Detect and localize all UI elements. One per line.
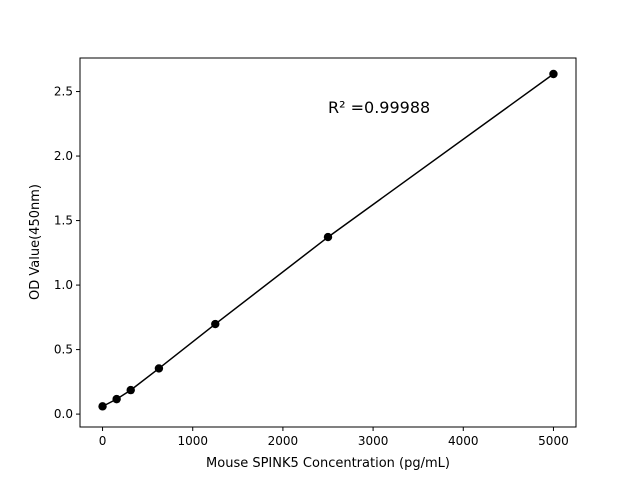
y-tick-label: 2.0 (54, 149, 73, 163)
data-point (211, 319, 220, 329)
x-ticks: 0 1000 2000 3000 4000 5000 (99, 427, 569, 448)
data-point (549, 69, 558, 79)
series (98, 69, 558, 411)
x-axis-label: Mouse SPINK5 Concentration (pg/mL) (206, 456, 450, 471)
y-tick-label: 1.5 (54, 214, 73, 228)
x-tick-label: 3000 (358, 434, 389, 448)
x-tick-label: 0 (99, 434, 107, 448)
y-tick-label: 0.5 (54, 343, 73, 357)
data-point (154, 364, 164, 373)
x-tick-label: 4000 (448, 434, 479, 448)
r-squared-annotation: R² =0.99988 (328, 98, 430, 117)
y-axis-label: OD Value(450nm) (28, 184, 43, 300)
y-tick-label: 1.0 (54, 278, 73, 292)
y-ticks: 0.0 0.5 1.0 1.5 2.0 2.5 (54, 85, 80, 421)
y-tick-label: 2.5 (54, 85, 73, 99)
x-tick-label: 2000 (268, 434, 299, 448)
y-tick-label: 0.0 (54, 407, 73, 421)
data-point (98, 402, 107, 411)
x-tick-label: 5000 (538, 434, 569, 448)
x-tick-label: 1000 (177, 434, 208, 448)
data-point (112, 394, 121, 404)
data-point (126, 385, 135, 395)
data-point (323, 232, 333, 242)
